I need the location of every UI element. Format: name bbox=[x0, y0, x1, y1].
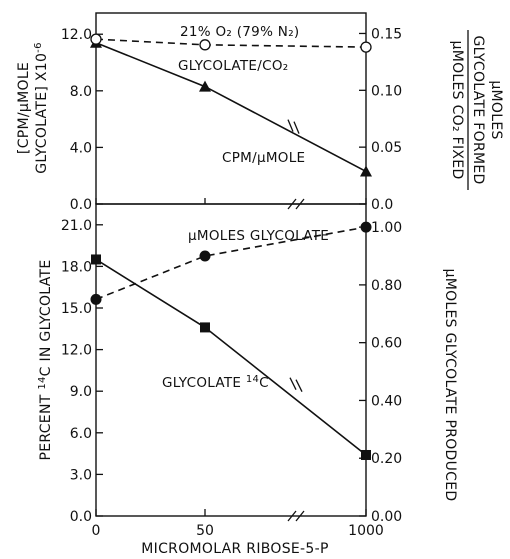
top-panel: 0.0 4.0 8.0 12.0 0.0 0.05 0.10 0.15 [CPM/μMOLE… bbox=[16, 12, 504, 213]
top-series-0-point-2 bbox=[360, 165, 372, 177]
bottom-right-tick-label-5: 1.00 bbox=[371, 220, 402, 236]
bottom-line-break-a bbox=[289, 377, 297, 390]
glycolate-14c-suffix: C bbox=[259, 375, 269, 391]
top-line-break-b bbox=[293, 121, 300, 134]
bottom-series-line-0 bbox=[95, 258, 367, 456]
top-right-axis-title-line3: μMOLES CO₂ FIXED bbox=[449, 40, 465, 179]
bottom-left-axis-title-suffix: C IN GLYCOLATE bbox=[38, 259, 54, 376]
cpm-label: CPM/μMOLE bbox=[222, 150, 305, 166]
bottom-right-ticks: 0.00 0.20 0.40 0.60 0.80 1.00 bbox=[359, 220, 402, 525]
bottom-axis-break-b bbox=[295, 510, 305, 522]
top-right-axis-title-line1: μMOLES bbox=[488, 80, 504, 139]
top-line-break-a bbox=[287, 119, 294, 132]
bottom-right-axis-title: μMOLES GLYCOLATE PRODUCED bbox=[442, 269, 458, 502]
top-left-tick-label-1: 4.0 bbox=[70, 140, 92, 156]
bottom-x-ticks: 0 50 1000 bbox=[92, 198, 384, 539]
bottom-series-0-point-0 bbox=[91, 254, 101, 265]
bottom-panel: 0.03.06.09.012.015.018.021.0 0.000.200.4… bbox=[37, 198, 458, 557]
bottom-left-tick-label-4: 12.0 bbox=[61, 343, 92, 359]
top-series-0-point-1 bbox=[199, 80, 211, 92]
top-left-ticks: 0.0 4.0 8.0 12.0 bbox=[61, 27, 103, 213]
top-right-tick-label-0: 0.0 bbox=[371, 197, 393, 213]
bottom-left-tick-label-7: 21.0 bbox=[61, 218, 92, 234]
glycolate-14c-prefix: GLYCOLATE bbox=[162, 375, 246, 391]
top-series-1-point-2 bbox=[360, 41, 372, 53]
top-left-tick-label-0: 0.0 bbox=[70, 197, 92, 213]
top-right-axis-title: μMOLES GLYCOLATE FORMED μMOLES CO₂ FIXED bbox=[449, 30, 504, 190]
bottom-left-tick-label-2: 6.0 bbox=[70, 426, 92, 442]
bottom-series-1-point-2 bbox=[360, 221, 372, 233]
top-left-axis-title-exp: -6 bbox=[33, 42, 44, 53]
bottom-right-tick-label-4: 0.80 bbox=[371, 278, 402, 294]
bottom-right-tick-label-0: 0.00 bbox=[371, 509, 402, 525]
top-series bbox=[90, 33, 372, 177]
bottom-series-0-point-2 bbox=[361, 449, 371, 460]
bottom-right-tick-label-3: 0.60 bbox=[371, 336, 402, 352]
bottom-left-tick-label-3: 9.0 bbox=[70, 384, 92, 400]
top-left-axis-title-2: GLYCOLATE] X10-6 bbox=[33, 42, 50, 173]
glycolate-14c-sup: 14 bbox=[246, 374, 259, 385]
top-axis-break-b bbox=[295, 198, 305, 210]
top-left-axis-title-line1: [CPM/μMOLE bbox=[16, 62, 32, 154]
bottom-left-axis-title-prefix: PERCENT bbox=[38, 390, 54, 461]
bottom-left-axis-title-sup: 14 bbox=[37, 376, 48, 389]
top-right-tick-label-3: 0.15 bbox=[371, 26, 402, 42]
bottom-plot-frame bbox=[95, 203, 367, 517]
top-right-tick-label-2: 0.10 bbox=[371, 83, 402, 99]
x-tick-label-1: 50 bbox=[196, 523, 214, 539]
bottom-axis-break-a bbox=[287, 510, 297, 522]
bottom-series bbox=[90, 221, 372, 460]
bottom-series-0-point-1 bbox=[200, 322, 210, 333]
top-series-line-1 bbox=[95, 38, 367, 48]
bottom-left-tick-label-1: 3.0 bbox=[70, 467, 92, 483]
bottom-line-break-b bbox=[295, 379, 303, 392]
top-series-1-point-0 bbox=[90, 33, 102, 45]
umoles-glycolate-label: μMOLES GLYCOLATE bbox=[188, 228, 329, 244]
condition-label: 21% O₂ (79% N₂) bbox=[180, 24, 299, 40]
x-tick-label-2: 1000 bbox=[348, 523, 384, 539]
top-left-axis-title-line2: GLYCOLATE] X10 bbox=[34, 53, 50, 174]
bottom-series-line-1 bbox=[95, 226, 367, 301]
top-left-tick-label-3: 12.0 bbox=[61, 27, 92, 43]
top-right-axis-title-line2: GLYCOLATE FORMED bbox=[470, 35, 486, 184]
bottom-series-1-point-1 bbox=[199, 250, 211, 262]
top-series-1-point-1 bbox=[199, 39, 211, 51]
top-right-tick-label-1: 0.05 bbox=[371, 140, 402, 156]
top-axis-break-a bbox=[287, 198, 297, 210]
bottom-left-axis-title: PERCENT 14C IN GLYCOLATE bbox=[37, 259, 54, 460]
bottom-left-tick-label-5: 15.0 bbox=[61, 301, 92, 317]
axis-break-marks bbox=[287, 198, 305, 522]
bottom-right-tick-label-1: 0.20 bbox=[371, 451, 402, 467]
x-axis-title: MICROMOLAR RIBOSE-5-P bbox=[141, 541, 328, 557]
bottom-left-tick-label-6: 18.0 bbox=[61, 259, 92, 275]
bottom-left-tick-label-0: 0.0 bbox=[70, 509, 92, 525]
x-tick-label-0: 0 bbox=[92, 523, 101, 539]
glycolate-14c-label: GLYCOLATE 14C bbox=[162, 374, 269, 391]
bottom-left-ticks: 0.0 3.0 6.0 9.0 12.0 15.0 18.0 21.0 bbox=[61, 218, 103, 525]
glycolate-co2-label: GLYCOLATE/CO₂ bbox=[178, 58, 288, 74]
top-left-axis-title: [CPM/μMOLE bbox=[16, 62, 32, 154]
top-left-tick-label-2: 8.0 bbox=[70, 84, 92, 100]
bottom-series-1-point-0 bbox=[90, 293, 102, 305]
bottom-right-tick-label-2: 0.40 bbox=[371, 393, 402, 409]
